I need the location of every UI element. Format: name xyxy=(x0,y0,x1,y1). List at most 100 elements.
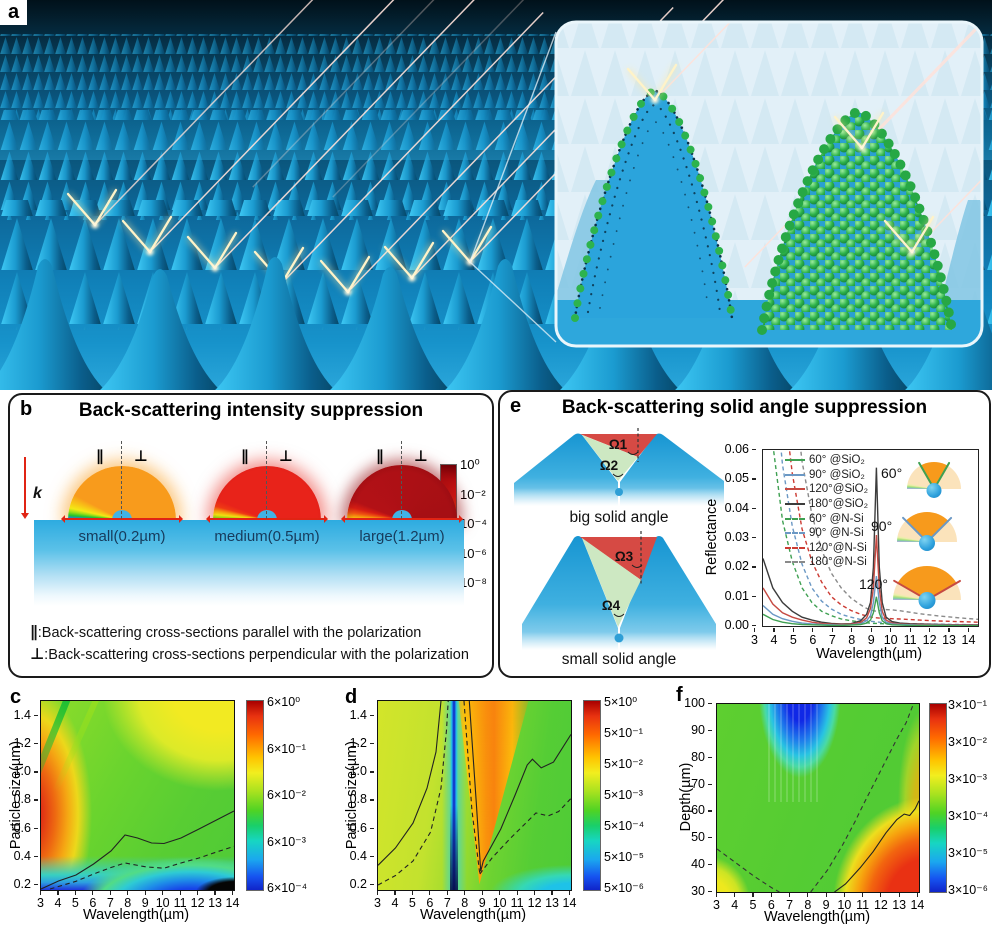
x-tick-label: 13 xyxy=(207,891,224,910)
legend-label: 90° @SiO₂ xyxy=(809,468,865,481)
x-tick-label: 7 xyxy=(781,893,798,912)
x-tick-label: 11 xyxy=(854,893,871,912)
colorbar-tick-label: 5×10⁰ xyxy=(604,695,638,709)
d-colorbar xyxy=(583,700,601,891)
x-tick-label: 9 xyxy=(818,893,835,912)
x-tick-label: 5 xyxy=(67,891,84,910)
y-tick-label: 0.00 xyxy=(722,619,756,631)
line-sample xyxy=(785,517,805,520)
perpendicular-symbol: ⊥ xyxy=(30,646,45,663)
gauge-60: 60° xyxy=(881,461,962,498)
legend-item: 180°@SiO₂ xyxy=(785,497,868,512)
lobe-label-small: small(0.2µm) xyxy=(78,528,166,545)
parallel-symbol: ∥ xyxy=(376,448,384,465)
x-tick-label: 4 xyxy=(49,891,66,910)
y-tick-label: 0.8 xyxy=(342,793,374,806)
curve-60°@SiO₂ xyxy=(762,596,978,627)
x-tick-label: 8 xyxy=(799,893,816,912)
panel-e-label: e xyxy=(510,395,522,417)
y-tick-label: 0.06 xyxy=(722,443,756,455)
colorbar-tick-label: 3×10⁻⁵ xyxy=(948,846,988,860)
y-tick-label: 70 xyxy=(678,777,712,790)
legend-item: 60° @N-Si xyxy=(785,511,868,526)
f-contours xyxy=(717,704,919,892)
inset-left-cone xyxy=(571,87,736,322)
emitter-dot xyxy=(615,488,623,496)
legend-label: 120°@SiO₂ xyxy=(809,483,869,496)
x-tick-label: 12 xyxy=(921,628,938,647)
legend-item: 90° @SiO₂ xyxy=(785,468,868,483)
y-tick-label: 1.4 xyxy=(342,709,374,721)
colorbar-tick-label: 5×10⁻⁶ xyxy=(604,881,644,895)
e-y-tick-labels: 0.06 0.05 0.04 0.03 0.02 0.01 0.00 xyxy=(722,443,756,631)
colorbar-tick-label: 10⁻⁴ xyxy=(460,516,487,531)
x-tick-label: 4 xyxy=(765,628,782,647)
e-curves xyxy=(762,0,979,627)
f-heatmap xyxy=(716,703,920,893)
inset-box xyxy=(554,20,984,348)
panel-e-title: Back-scattering solid angle suppression xyxy=(561,397,928,418)
x-tick-label: 4 xyxy=(386,891,403,910)
y-tick-label: 50 xyxy=(678,831,712,843)
colorbar-tick-label: 6×10⁰ xyxy=(267,695,301,709)
y-tick-label: 60 xyxy=(678,804,712,817)
y-tick-label: 1.2 xyxy=(6,737,38,749)
y-tick-label: 0.2 xyxy=(6,878,38,890)
colorbar-tick-label: 10⁰ xyxy=(460,457,480,472)
x-tick-label: 13 xyxy=(544,891,561,910)
x-tick-label: 6 xyxy=(804,628,821,647)
y-tick-label: 0.6 xyxy=(6,821,38,834)
y-tick-label: 0.02 xyxy=(722,560,756,573)
colorbar-tick-label: 10⁻⁸ xyxy=(460,575,487,590)
omega3-region xyxy=(580,537,657,580)
d-contours xyxy=(378,701,571,886)
colorbar-tick-label: 6×10⁻⁴ xyxy=(267,881,308,895)
c-x-axis-label: Wavelength(µm) xyxy=(82,907,190,923)
gauge-120-icon xyxy=(892,566,962,609)
small-solid-angle-diagram: Ω3 Ω4 xyxy=(514,531,724,650)
x-tick-label: 9 xyxy=(474,891,491,910)
panel-f-label: f xyxy=(676,684,683,706)
c-contours xyxy=(41,810,234,890)
parallel-symbol: ∥ xyxy=(241,448,249,465)
colorbar-tick-label: 10⁻⁶ xyxy=(460,545,487,561)
gauge-120: 120° xyxy=(859,566,962,609)
colorbar-tick-label: 6×10⁻² xyxy=(267,788,306,802)
gauge-dot xyxy=(918,592,936,609)
gauge-120-label: 120° xyxy=(859,576,888,592)
y-tick-label: 0.03 xyxy=(722,531,756,543)
x-tick-label: 6 xyxy=(421,891,438,910)
x-tick-label: 4 xyxy=(726,893,743,912)
panel-b: b Back-scattering intensity suppression … xyxy=(8,393,494,678)
x-tick-label: 8 xyxy=(119,891,136,910)
x-tick-label: 5 xyxy=(404,891,421,910)
line-sample xyxy=(785,503,805,506)
legend-parallel: ∥:Back-scattering cross-sections paralle… xyxy=(30,623,421,642)
f-colorbar-ticks: 3×10⁻¹ 3×10⁻² 3×10⁻³ 3×10⁻⁴ 3×10⁻⁵ 3×10⁻⁶ xyxy=(948,697,992,897)
y-tick-label: 1.0 xyxy=(342,765,374,778)
line-sample xyxy=(785,532,805,535)
y-tick-label: 0.4 xyxy=(6,850,38,862)
y-tick-label: 1.4 xyxy=(6,709,38,721)
k-label: k xyxy=(33,485,42,502)
x-tick-label: 14 xyxy=(224,891,241,910)
surface-arrow xyxy=(341,515,463,523)
y-tick-label: 0.2 xyxy=(342,878,374,890)
y-tick-label: 1.0 xyxy=(6,765,38,778)
gauge-90-icon xyxy=(897,512,958,551)
c-colorbar xyxy=(246,700,264,891)
curve-120°@N-Si xyxy=(762,39,979,623)
colorbar-tick-label: 3×10⁻⁶ xyxy=(948,883,988,897)
x-tick-label: 13 xyxy=(941,628,958,647)
panel-c-label: c xyxy=(10,686,22,708)
y-tick-label: 0.05 xyxy=(722,472,756,485)
y-tick-label: 40 xyxy=(678,858,712,870)
panel-a-label: a xyxy=(7,1,20,23)
colorbar-tick-label: 5×10⁻⁵ xyxy=(604,850,644,864)
y-tick-label: 0.04 xyxy=(722,501,756,514)
big-solid-angle-caption: big solid angle xyxy=(569,509,669,526)
gauge-dot xyxy=(919,535,936,551)
surface-arrow xyxy=(61,515,183,523)
perpendicular-symbol: ⊥ xyxy=(134,448,148,465)
x-tick-label: 12 xyxy=(526,891,543,910)
